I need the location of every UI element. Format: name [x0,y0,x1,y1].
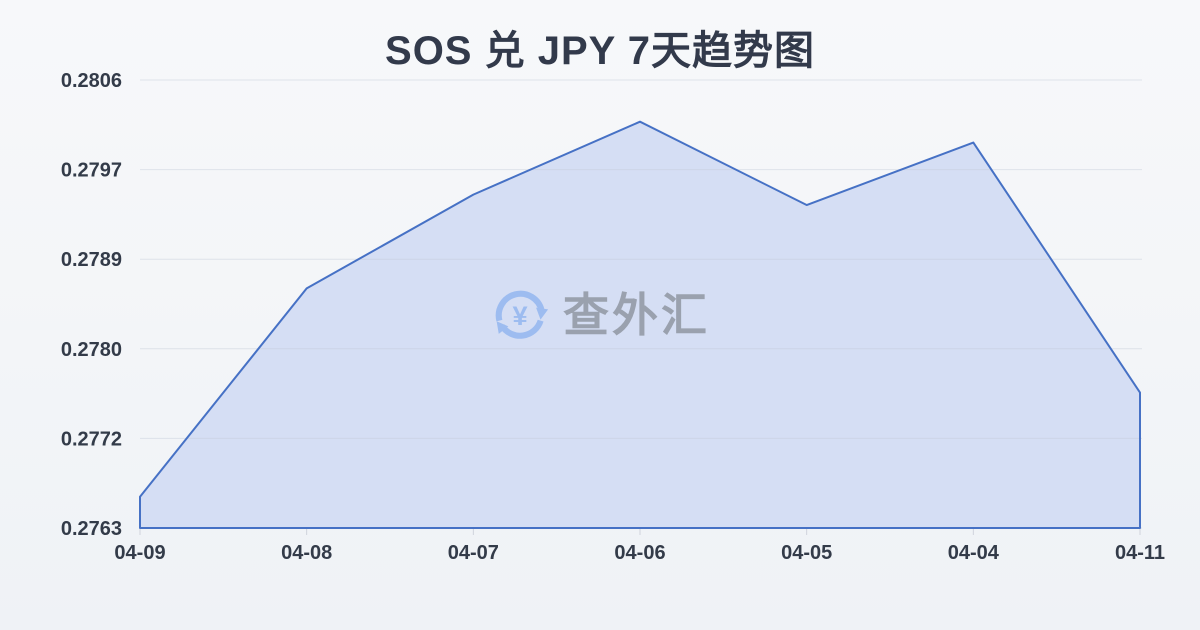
x-axis-label: 04-09 [114,542,165,564]
page-title: SOS 兑 JPY 7天趋势图 [385,29,815,73]
y-axis-label: 0.2772 [61,428,122,450]
x-axis-label: 04-07 [448,542,499,564]
y-axis-label: 0.2763 [61,518,122,540]
area-fill [140,121,1140,529]
y-axis-label: 0.2806 [61,70,122,92]
x-axis-label: 04-06 [614,542,665,564]
x-axis-label: 04-04 [948,542,1000,564]
y-axis-label: 0.2789 [61,249,122,271]
x-axis-label: 04-08 [281,542,332,564]
y-axis-label: 0.2780 [61,339,122,361]
x-axis-label: 04-11 [1115,542,1165,564]
price-line [139,120,1141,529]
x-axis-label: 04-05 [781,542,832,564]
y-axis-label: 0.2797 [61,160,122,182]
